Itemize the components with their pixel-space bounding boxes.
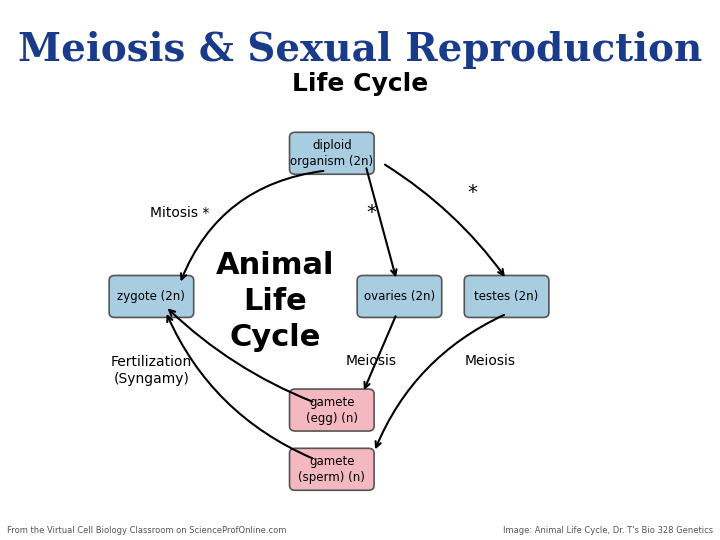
Text: diploid
organism (2n): diploid organism (2n) xyxy=(290,139,374,168)
Text: *: * xyxy=(468,183,477,202)
FancyBboxPatch shape xyxy=(357,275,442,318)
Text: Meiosis: Meiosis xyxy=(346,354,397,368)
Text: From the Virtual Cell Biology Classroom on ScienceProfOnline.com: From the Virtual Cell Biology Classroom … xyxy=(7,525,287,535)
Text: Mitosis *: Mitosis * xyxy=(150,206,210,220)
FancyBboxPatch shape xyxy=(464,275,549,318)
FancyBboxPatch shape xyxy=(289,389,374,431)
Text: Fertilization
(Syngamy): Fertilization (Syngamy) xyxy=(111,355,192,386)
Text: zygote (2n): zygote (2n) xyxy=(117,290,185,303)
Text: Image: Animal Life Cycle, Dr. T's Bio 328 Genetics: Image: Animal Life Cycle, Dr. T's Bio 32… xyxy=(503,525,713,535)
Text: Animal
Life
Cycle: Animal Life Cycle xyxy=(216,251,335,352)
Text: gamete
(sperm) (n): gamete (sperm) (n) xyxy=(298,455,365,484)
Text: testes (2n): testes (2n) xyxy=(474,290,539,303)
Text: Meiosis & Sexual Reproduction: Meiosis & Sexual Reproduction xyxy=(18,31,702,69)
FancyBboxPatch shape xyxy=(289,448,374,490)
FancyBboxPatch shape xyxy=(289,132,374,174)
Text: ovaries (2n): ovaries (2n) xyxy=(364,290,435,303)
Text: gamete
(egg) (n): gamete (egg) (n) xyxy=(306,395,358,424)
Text: Meiosis: Meiosis xyxy=(464,354,516,368)
FancyBboxPatch shape xyxy=(109,275,194,318)
Text: Life Cycle: Life Cycle xyxy=(292,72,428,96)
Text: *: * xyxy=(366,203,377,222)
